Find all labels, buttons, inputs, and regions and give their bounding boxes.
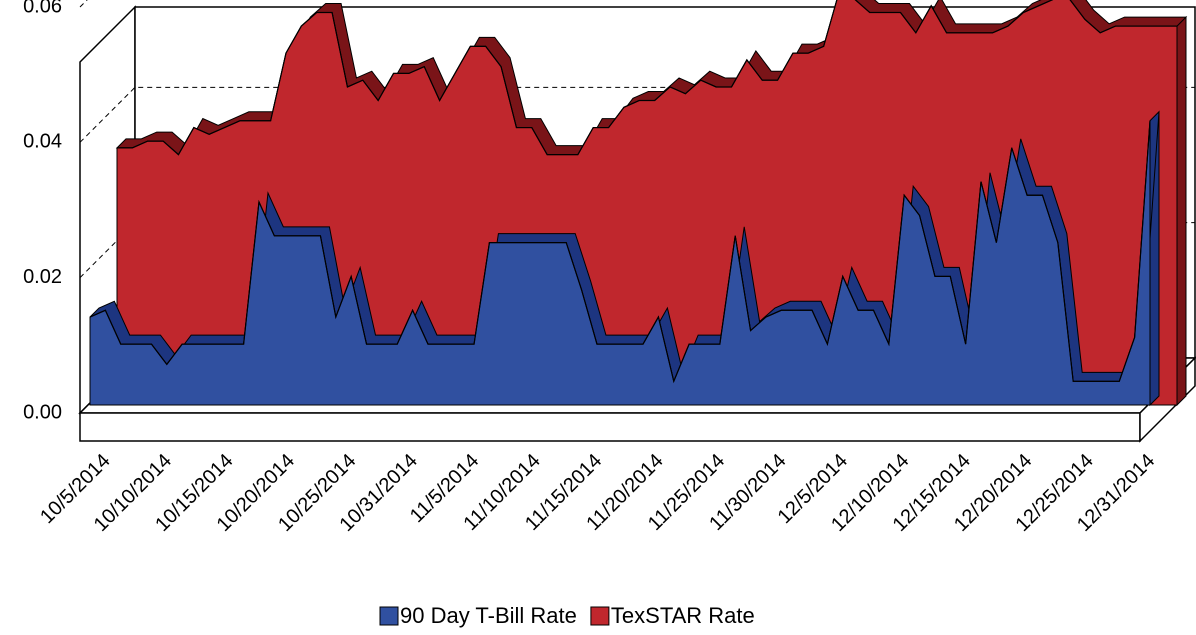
y-tick-label: 0.02 bbox=[23, 266, 62, 288]
y-tick-label: 0.06 bbox=[23, 0, 62, 17]
area-side bbox=[1176, 15, 1187, 407]
area-line bbox=[89, 120, 1151, 384]
y-tick-label: 0.00 bbox=[23, 401, 62, 423]
legend-swatch bbox=[590, 606, 610, 626]
legend-label: TexSTAR Rate bbox=[611, 603, 755, 628]
plot-area bbox=[89, 0, 1188, 407]
area-line bbox=[117, 0, 1177, 156]
legend-label: 90 Day T-Bill Rate bbox=[400, 603, 577, 628]
y-tick-label: 0.04 bbox=[23, 131, 62, 153]
floor-front bbox=[79, 412, 1141, 442]
legend-swatch bbox=[379, 606, 399, 626]
legend: 90 Day T-Bill Rate TexSTAR Rate bbox=[379, 603, 755, 628]
grid-line bbox=[79, 0, 88, 8]
